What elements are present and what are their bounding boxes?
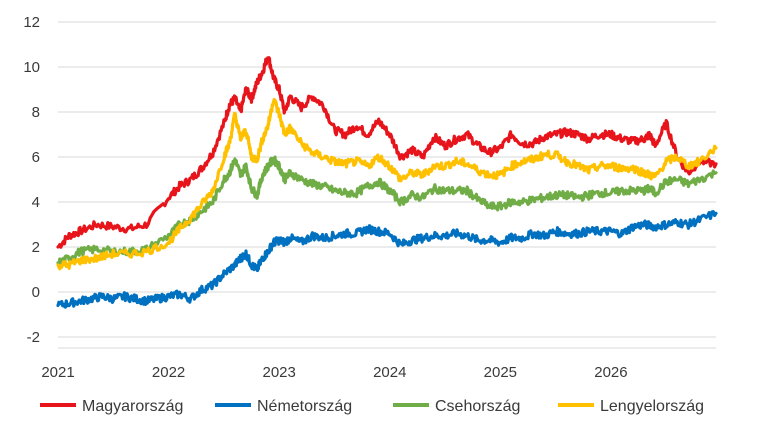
- x-tick-label: 2026: [594, 364, 627, 381]
- x-tick-label: 2025: [484, 364, 517, 381]
- x-axis: 2021 2022 2023 2024 2025 2026: [41, 347, 716, 381]
- legend-label: Magyarország: [82, 398, 183, 415]
- y-tick-label: 6: [32, 149, 40, 166]
- y-axis: 12 10 8 6 4 2 0 -2: [23, 14, 40, 346]
- y-tick-label: 2: [32, 239, 40, 256]
- gridlines: [58, 21, 716, 338]
- legend-label: Németország: [257, 398, 352, 415]
- x-tick-label: 2024: [373, 364, 406, 381]
- series-line-1: [56, 210, 718, 309]
- y-tick-label: 8: [32, 104, 40, 121]
- legend-label: Csehország: [435, 398, 520, 415]
- y-tick-label: -2: [27, 329, 40, 346]
- legend-label: Lengyelország: [600, 398, 704, 415]
- legend: Magyarország Németország Csehország Lengyel…: [40, 398, 704, 415]
- series-lines: [56, 56, 718, 309]
- y-tick-label: 10: [23, 59, 40, 76]
- y-tick-label: 4: [32, 194, 40, 211]
- x-tick-label: 2021: [41, 364, 74, 381]
- series-line-2: [56, 155, 718, 268]
- y-tick-label: 12: [23, 14, 40, 31]
- x-tick-label: 2022: [152, 364, 185, 381]
- series-line-3: [56, 97, 718, 271]
- series-line-0: [56, 56, 718, 249]
- x-tick-label: 2023: [262, 364, 295, 381]
- y-tick-label: 0: [32, 284, 40, 301]
